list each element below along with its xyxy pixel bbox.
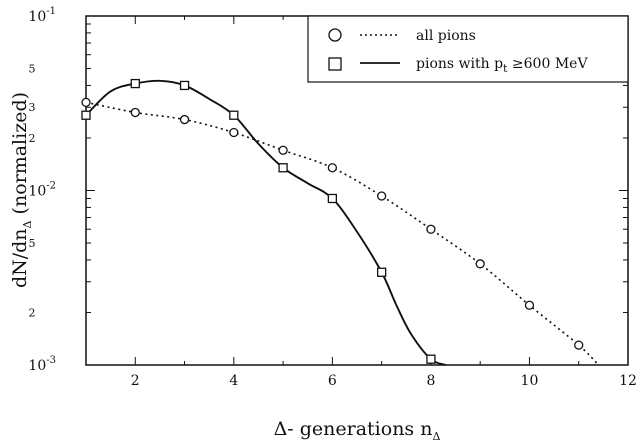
data-point-square <box>130 78 140 89</box>
legend-box <box>307 15 629 83</box>
data-point-square <box>278 163 288 173</box>
legend-circle-marker <box>328 28 342 42</box>
y-tick-exponent: -3 <box>46 355 56 366</box>
x-tick-label: 2 <box>131 373 140 389</box>
data-point-square <box>327 193 338 204</box>
y-minor-tick-label: 5 <box>29 237 36 250</box>
data-point-circle <box>574 340 584 350</box>
series-layer <box>81 78 600 366</box>
series-line-pions-pt <box>85 79 447 366</box>
data-point-square <box>426 354 436 364</box>
x-tick-label: 12 <box>619 373 637 389</box>
series-line-all-pions <box>85 101 600 366</box>
data-point-square <box>229 110 239 120</box>
data-point-circle <box>130 107 140 118</box>
y-tick-label: 10-2 <box>28 181 56 200</box>
x-tick-label: 10 <box>521 373 539 389</box>
legend-label-pions-pt: pions with pt ≥600 MeV <box>416 56 588 75</box>
legend: all pions pions with pt ≥600 MeV <box>307 15 629 83</box>
data-point-square <box>81 110 91 120</box>
x-tick-label: 6 <box>328 373 337 389</box>
data-point-circle <box>179 114 190 125</box>
data-point-square <box>179 80 190 91</box>
legend-label-all-pions: all pions <box>416 28 476 44</box>
data-point-circle <box>376 191 387 201</box>
data-point-square <box>376 267 387 277</box>
data-point-circle <box>524 300 535 310</box>
y-tick-exponent: -2 <box>46 181 56 192</box>
x-axis-title: Δ- generations nΔ <box>274 418 441 443</box>
data-point-circle <box>426 224 436 234</box>
data-point-circle <box>475 259 485 269</box>
x-tick-label: 8 <box>426 373 435 389</box>
y-minor-tick-label: 5 <box>29 63 36 76</box>
y-tick-label: 10-3 <box>28 355 56 374</box>
data-point-circle <box>81 97 91 108</box>
data-point-circle <box>278 145 288 155</box>
data-point-circle <box>229 127 239 138</box>
y-minor-tick-label: 2 <box>29 132 36 145</box>
legend-square-marker <box>328 57 342 71</box>
y-axis-title: dN/dnΔ (normalized) <box>9 92 34 288</box>
y-tick-exponent: -1 <box>46 6 56 17</box>
y-tick-label: 10-1 <box>28 6 56 25</box>
y-minor-tick-label: 2 <box>29 306 36 319</box>
y-minor-tick-label: 3 <box>29 101 36 114</box>
data-point-circle <box>327 163 338 173</box>
x-tick-label: 4 <box>229 373 238 389</box>
